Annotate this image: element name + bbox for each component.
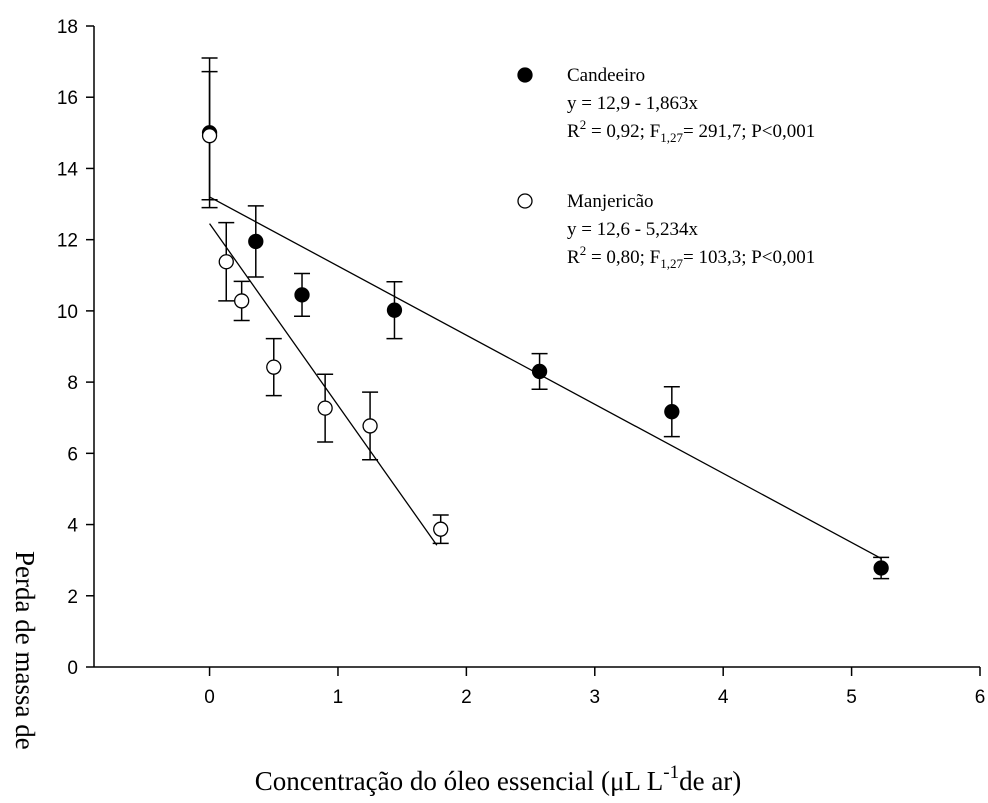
data-point-filled: [386, 302, 403, 318]
x-tick-label: 6: [975, 687, 986, 708]
x-axis-title-part: Concentração do óleo essencial (: [255, 766, 610, 796]
legend-stats-part: R: [567, 121, 580, 142]
legend-marker: [517, 193, 533, 209]
data-point-open: [362, 418, 378, 434]
y-tick-label: 10: [57, 302, 78, 323]
x-axis-title-part: μ: [610, 766, 624, 796]
legend-stats-part: 2: [580, 117, 587, 132]
data-point-open: [218, 254, 234, 270]
x-axis-title-part: de ar): [679, 766, 741, 796]
legend-stats: R2 = 0,92; F1,27= 291,7; P<0,001: [567, 117, 815, 145]
legend-series-name: Manjericão: [567, 191, 654, 212]
fit-lines: [209, 196, 882, 559]
legend-stats: R2 = 0,80; F1,27= 103,3; P<0,001: [567, 243, 815, 271]
x-tick-label: 1: [333, 687, 344, 708]
x-tick-label: 2: [461, 687, 472, 708]
legend-stats-part: 1,27: [660, 256, 683, 271]
data-point-open: [266, 359, 282, 375]
data-point-filled: [664, 404, 680, 420]
y-tick-label: 16: [57, 88, 78, 109]
axis-titles: Concentração do óleo essencial (μL L-1de…: [10, 551, 741, 796]
legend-stats-part: = 291,7; P<0,001: [683, 121, 815, 142]
y-tick-label: 12: [57, 231, 78, 252]
data-point-filled: [294, 287, 310, 303]
y-tick-label: 8: [67, 373, 78, 394]
y-tick-label: 4: [67, 516, 78, 537]
markers: [201, 57, 890, 580]
legend-stats-part: = 0,92; F: [586, 121, 660, 142]
data-point-filled: [873, 560, 889, 576]
legend-marker: [517, 67, 533, 83]
y-tick-label: 18: [57, 17, 78, 38]
x-tick-label: 5: [846, 687, 857, 708]
x-axis-title-part: -1: [663, 762, 679, 783]
fit-line-1: [209, 196, 882, 559]
legend-equation: y = 12,9 - 1,863x: [567, 93, 699, 114]
legend-stats-part: 2: [580, 243, 587, 258]
legend-stats-part: = 103,3; P<0,001: [683, 247, 815, 268]
data-point-filled: [248, 233, 264, 250]
y-tick-label: 2: [67, 587, 78, 608]
x-tick-label: 0: [204, 687, 215, 708]
data-point-open: [433, 521, 449, 537]
legend-stats-part: = 0,80; F: [586, 247, 660, 268]
data-point-open: [201, 128, 218, 144]
legend-equation: y = 12,6 - 5,234x: [567, 219, 699, 240]
y-axis-title: Perda de massa de: [10, 551, 40, 750]
y-tick-label: 14: [57, 159, 79, 180]
legend-stats-part: 1,27: [660, 130, 683, 145]
x-tick-label: 4: [718, 687, 729, 708]
fit-line-2: [209, 223, 438, 546]
data-point-open: [234, 293, 250, 309]
data-point-filled: [531, 363, 548, 380]
legend-series-name: Candeeiro: [567, 65, 645, 86]
y-tick-label: 0: [67, 658, 78, 679]
data-point-open: [317, 400, 333, 416]
y-tick-label: 6: [67, 444, 78, 465]
x-axis-title: Concentração do óleo essencial (μL L-1de…: [255, 762, 742, 796]
x-axis-title-part: L L: [625, 766, 664, 796]
x-tick-label: 3: [589, 687, 600, 708]
legend-stats-part: R: [567, 247, 580, 268]
